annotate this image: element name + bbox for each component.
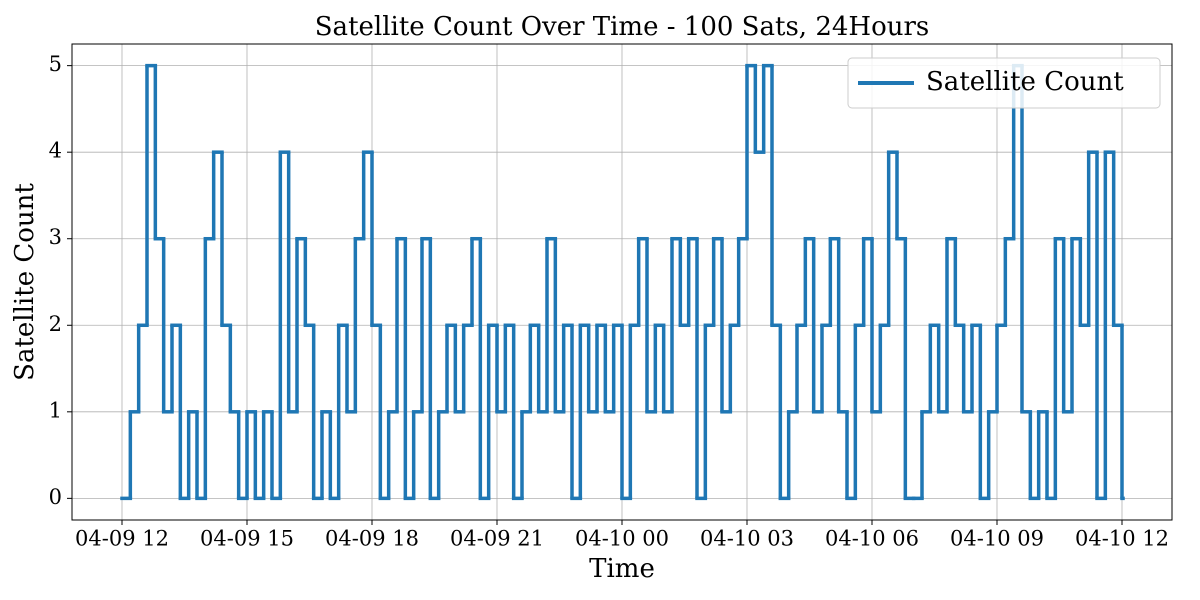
x-tick-label: 04-09 21: [450, 527, 544, 551]
y-tick-label: 0: [49, 485, 62, 509]
x-tick-label: 04-09 15: [200, 527, 294, 551]
x-tick-label: 04-10 06: [825, 527, 919, 551]
plot-frame: [71, 43, 1173, 521]
x-tick-label: 04-09 18: [325, 527, 419, 551]
y-tick-label: 3: [49, 225, 62, 249]
x-tick-label: 04-10 00: [575, 527, 669, 551]
x-tick-label: 04-10 03: [700, 527, 794, 551]
x-axis-label: Time: [589, 554, 655, 584]
legend-label: Satellite Count: [926, 67, 1124, 97]
x-tick-label: 04-10 09: [950, 527, 1044, 551]
y-tick-label: 5: [49, 52, 62, 76]
x-tick-label: 04-09 12: [75, 527, 169, 551]
x-tick-label: 04-10 12: [1075, 527, 1169, 551]
chart-title: Satellite Count Over Time - 100 Sats, 24…: [315, 12, 930, 42]
y-tick-label: 4: [49, 139, 62, 163]
y-tick-label: 2: [49, 312, 62, 336]
y-axis-label: Satellite Count: [10, 183, 40, 381]
y-tick-label: 1: [49, 398, 62, 422]
series: [120, 63, 1125, 501]
legend-box: [847, 57, 1161, 109]
